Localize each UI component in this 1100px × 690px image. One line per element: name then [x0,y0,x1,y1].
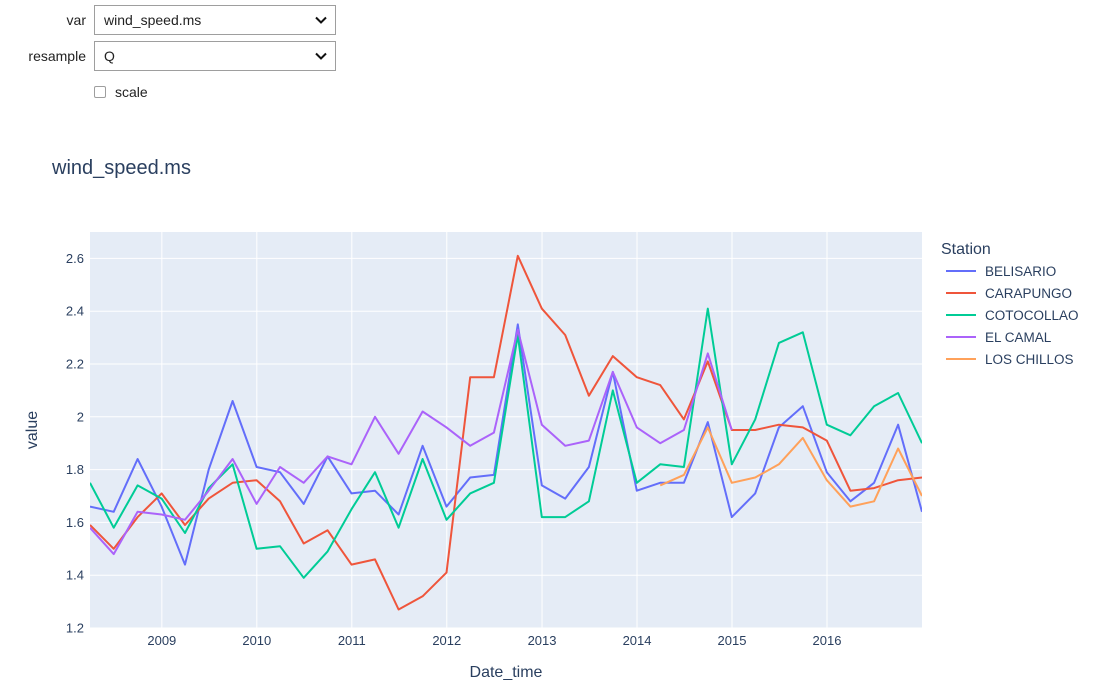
legend-item-cotocollao[interactable]: COTOCOLLAO [946,308,1079,323]
chart-title: wind_speed.ms [52,157,191,179]
y-tick-label: 1.6 [66,515,84,530]
series-line-belisario [90,323,922,566]
x-axis-ticks: 2009 2010 2011 2012 2013 2014 2015 2016 [147,633,841,648]
x-tick-label: 2012 [432,633,461,648]
y-tick-label: 1.2 [66,621,84,636]
x-tick-label: 2013 [528,633,557,648]
chevron-down-icon [315,52,327,60]
y-axis-ticks: 1.2 1.4 1.6 1.8 2 2.2 2.4 2.6 [66,251,84,636]
legend-label: CARAPUNGO [985,286,1072,301]
scale-label: scale [115,84,148,100]
series-line-los-chillos [659,426,922,508]
plot-background [90,232,922,628]
x-tick-label: 2014 [623,633,652,648]
legend-item-los-chillos[interactable]: LOS CHILLOS [946,352,1074,367]
resample-label: resample [28,48,86,64]
scale-checkbox[interactable] [94,86,106,98]
y-tick-label: 1.4 [66,568,84,583]
var-row: var wind_speed.ms [0,5,336,35]
legend-label: BELISARIO [985,264,1056,279]
var-select[interactable]: wind_speed.ms [94,5,336,35]
series-line-carapungo [90,254,922,611]
scale-toggle[interactable]: scale [94,84,148,100]
y-tick-label: 1.8 [66,462,84,477]
legend-label: COTOCOLLAO [985,308,1079,323]
y-tick-label: 2 [77,409,84,424]
legend: Station BELISARIO CARAPUNGO COTOCOLLAO EL C… [941,241,1079,367]
legend-item-el-camal[interactable]: EL CAMAL [946,330,1052,345]
y-tick-label: 2.4 [66,304,84,319]
series-line-cotocollao [90,307,922,579]
x-tick-label: 2010 [242,633,271,648]
legend-title: Station [941,241,991,258]
x-axis-title: Date_time [470,664,543,681]
series-line-el-camal [90,328,733,556]
resample-row: resample Q [0,41,336,71]
resample-select[interactable]: Q [94,41,336,71]
y-tick-label: 2.6 [66,251,84,266]
legend-item-carapungo[interactable]: CARAPUNGO [946,286,1072,301]
x-tick-label: 2016 [813,633,842,648]
resample-select-value: Q [104,48,115,64]
y-tick-label: 2.2 [66,357,84,372]
x-tick-label: 2015 [718,633,747,648]
series-lines [90,254,922,611]
legend-label: EL CAMAL [985,330,1052,345]
x-tick-label: 2009 [147,633,176,648]
var-label: var [66,12,86,28]
chevron-down-icon [315,16,327,24]
legend-item-belisario[interactable]: BELISARIO [946,264,1056,279]
legend-label: LOS CHILLOS [985,352,1074,367]
y-axis-title: value [24,411,41,449]
var-select-value: wind_speed.ms [104,12,202,28]
x-tick-label: 2011 [338,633,366,648]
